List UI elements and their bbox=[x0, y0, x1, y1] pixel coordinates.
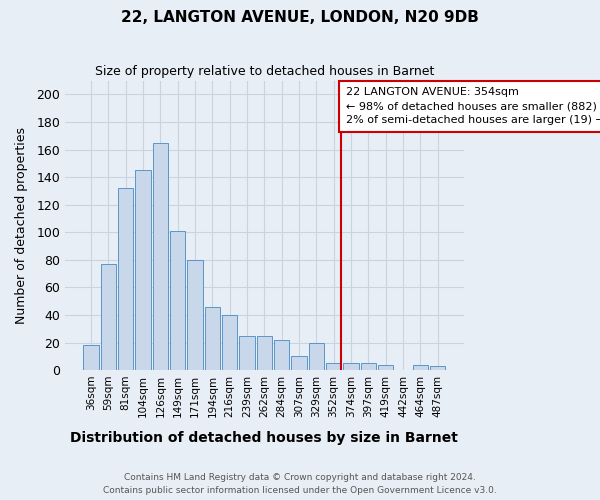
Bar bbox=[326, 363, 341, 370]
Bar bbox=[83, 346, 99, 370]
Bar bbox=[101, 264, 116, 370]
Bar bbox=[343, 363, 359, 370]
Bar bbox=[187, 260, 203, 370]
Text: 22 LANGTON AVENUE: 354sqm
← 98% of detached houses are smaller (882)
2% of semi-: 22 LANGTON AVENUE: 354sqm ← 98% of detac… bbox=[346, 88, 600, 126]
Bar bbox=[430, 366, 445, 370]
Bar bbox=[257, 336, 272, 370]
Bar bbox=[239, 336, 255, 370]
Bar bbox=[222, 315, 238, 370]
Bar bbox=[118, 188, 133, 370]
Text: Contains HM Land Registry data © Crown copyright and database right 2024.
Contai: Contains HM Land Registry data © Crown c… bbox=[103, 473, 497, 495]
Bar bbox=[135, 170, 151, 370]
Bar bbox=[152, 142, 168, 370]
Y-axis label: Number of detached properties: Number of detached properties bbox=[15, 127, 28, 324]
Bar bbox=[413, 364, 428, 370]
Bar bbox=[205, 306, 220, 370]
Bar bbox=[308, 342, 324, 370]
Bar bbox=[291, 356, 307, 370]
Bar bbox=[274, 340, 289, 370]
X-axis label: Distribution of detached houses by size in Barnet: Distribution of detached houses by size … bbox=[70, 431, 458, 445]
Bar bbox=[361, 363, 376, 370]
Bar bbox=[378, 364, 394, 370]
Title: Size of property relative to detached houses in Barnet: Size of property relative to detached ho… bbox=[95, 65, 434, 78]
Text: 22, LANGTON AVENUE, LONDON, N20 9DB: 22, LANGTON AVENUE, LONDON, N20 9DB bbox=[121, 10, 479, 25]
Bar bbox=[170, 231, 185, 370]
